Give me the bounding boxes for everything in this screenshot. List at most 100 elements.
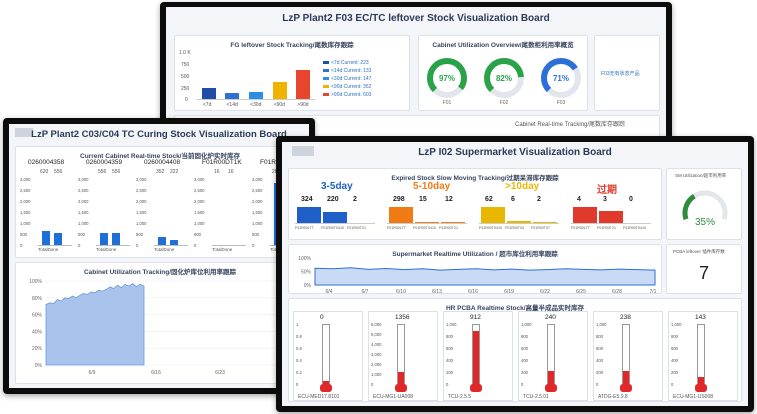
group-category: F01R00T0410: [623, 226, 646, 230]
legend-swatch: [323, 69, 329, 73]
hidden-panel-title: Cabinet Real-time Tracking/尾数库存跟踪: [515, 122, 626, 128]
y-tick: 0: [296, 382, 299, 387]
group-bar: [481, 207, 505, 223]
thermometer-card: 0 1 0.8 0.6 0.4 0.2 0 ECU-MED17.8101: [293, 311, 363, 401]
y-tick: 200: [596, 370, 603, 375]
fg-legend-text: <30d Current: 147: [331, 76, 372, 82]
y-tick: 0: [78, 243, 81, 248]
y-tick: 3,000: [136, 177, 147, 182]
legend-swatch: [323, 77, 329, 81]
group-category: F01R00LTT: [387, 226, 406, 230]
y-tick: 5,000: [371, 332, 382, 337]
slow-moving-groups: 3-5day 324 F01R00LTT 220 F01R00T0410 2 F01R00T…: [289, 179, 661, 239]
y-tick: 0: [20, 243, 23, 248]
y-tick: 400: [671, 358, 678, 363]
x-tick: 7/1: [650, 289, 657, 294]
y-tick: 500: [194, 232, 201, 237]
blurred-logo: [292, 146, 314, 156]
gauge-percent: 97%: [439, 74, 455, 83]
sm-utilization-panel: SM Utilization/超市利用率 35%: [666, 168, 742, 240]
thermometer-name: ECU-MED17.8101: [298, 394, 340, 400]
gauge-arc: [427, 58, 467, 98]
y-tick: 0: [371, 382, 374, 387]
cabinet-value-a: 620: [40, 169, 49, 175]
legend-swatch: [323, 85, 329, 89]
supermarket-realtime-panel: Supermarket Realtime Utilization / 超市库位利…: [288, 244, 662, 294]
group-title: 过期: [597, 185, 617, 196]
monitor-board3: LzP I02 Supermarket Visualization Board …: [276, 136, 754, 412]
axis-line: [571, 223, 651, 224]
fg-leftover-panel: FG leftover Stock Tracking/尾数库存跟踪 1.0 K …: [174, 35, 410, 111]
cabinet-bar: [112, 232, 120, 245]
monitor-board1: LzP Plant2 F03 EC/TC leftover Stock Visu…: [160, 2, 672, 142]
gauge-percent: 35%: [695, 217, 715, 228]
x-tick: 6/23: [215, 370, 225, 376]
thermometer-bulb: [395, 384, 407, 392]
fg-bar: [248, 91, 264, 99]
y-tick: 50%: [301, 270, 312, 276]
fg-category-label: <7d: [202, 102, 212, 108]
fg-legend-item: <14d Current: 133: [323, 68, 371, 74]
group-value: 324: [301, 196, 313, 203]
hr-pcba-title: HR PCBA Realtime Stock/高量半成品实时库存: [445, 305, 585, 312]
y-tick: 0.6: [296, 346, 302, 351]
y-tick: 800: [521, 334, 528, 339]
x-tick: 6/19: [504, 289, 514, 294]
y-tick: 1,500: [20, 210, 31, 215]
thermometer-bulb: [620, 384, 632, 392]
x-tick: 6/25: [576, 289, 586, 294]
thermometer-value: 240: [545, 314, 556, 321]
cab-panel-title: Cabinet Utilization Overview/尾数柜利用率概览: [432, 42, 574, 49]
y-tick: 600: [446, 346, 453, 351]
board3-title: LzP I02 Supermarket Visualization Board: [418, 147, 612, 158]
cabinet-value-b: 556: [54, 169, 63, 175]
utilization-area: [45, 283, 145, 366]
fg-legend-text: >90d Current: 603: [331, 92, 372, 98]
y-tick: 1,500: [136, 210, 147, 215]
realtime-area: [314, 267, 656, 286]
x-tick: 6/28: [612, 289, 622, 294]
y-tick: 200: [446, 370, 453, 375]
fg-legend-item: <7d Current: 223: [323, 60, 369, 66]
group-bar: [389, 207, 413, 223]
group-value: 15: [419, 196, 427, 203]
y-tick: 0: [521, 382, 524, 387]
y-tick: 2,000: [371, 362, 382, 367]
y-tick: 2,000: [136, 199, 147, 204]
thermometer-value: 143: [695, 314, 706, 321]
group-value: 2: [353, 196, 357, 203]
fg-category-label: <30d: [250, 102, 262, 108]
y-tick: 1,500: [194, 210, 205, 215]
fg-bar: [296, 70, 311, 99]
monitor-board2: LzP Plant2 C03/C04 TC Curing Stock Visua…: [3, 118, 315, 394]
thermometer-tube: [397, 324, 405, 386]
thermometer-bulb: [545, 384, 557, 392]
thermometer-tube: [322, 324, 330, 386]
group-category: F01R00T04: [505, 226, 524, 230]
y-tick: 600: [521, 346, 528, 351]
y-tick: 0.8: [296, 334, 302, 339]
cabinet-value-b: 222: [170, 169, 179, 175]
thermometer-fill: [398, 371, 404, 385]
group-title: 3-5day: [321, 181, 353, 192]
group-category: F01R00T21: [347, 226, 366, 230]
y-tick: 800: [596, 334, 603, 339]
thermometer-name: ECU-MG1-US008: [673, 394, 714, 400]
board2-title: LzP Plant2 C03/C04 TC Curing Stock Visua…: [31, 129, 287, 140]
group-title: 5-10day: [413, 181, 451, 192]
axis-line: [212, 245, 246, 246]
x-tick: 6/10: [396, 289, 406, 294]
board3-screen: LzP I02 Supermarket Visualization Board …: [282, 142, 748, 406]
gauge-arc: [541, 58, 582, 98]
axis-line: [479, 223, 559, 224]
group-title: >10day: [505, 181, 540, 192]
y-tick: 1,000: [252, 221, 263, 226]
thermometer-fill: [548, 370, 554, 385]
cabinet-id: 0260004408: [144, 159, 181, 166]
y-tick: 0: [194, 243, 197, 248]
fg-legend-item: <90d Current: 352: [323, 84, 371, 90]
thermometer-tube: [472, 324, 480, 386]
thermometer-name: ATDG-E5.9.8: [598, 394, 628, 400]
y-tick: 80%: [32, 296, 43, 302]
cabinet-id: F01R00DT1K: [202, 159, 242, 166]
